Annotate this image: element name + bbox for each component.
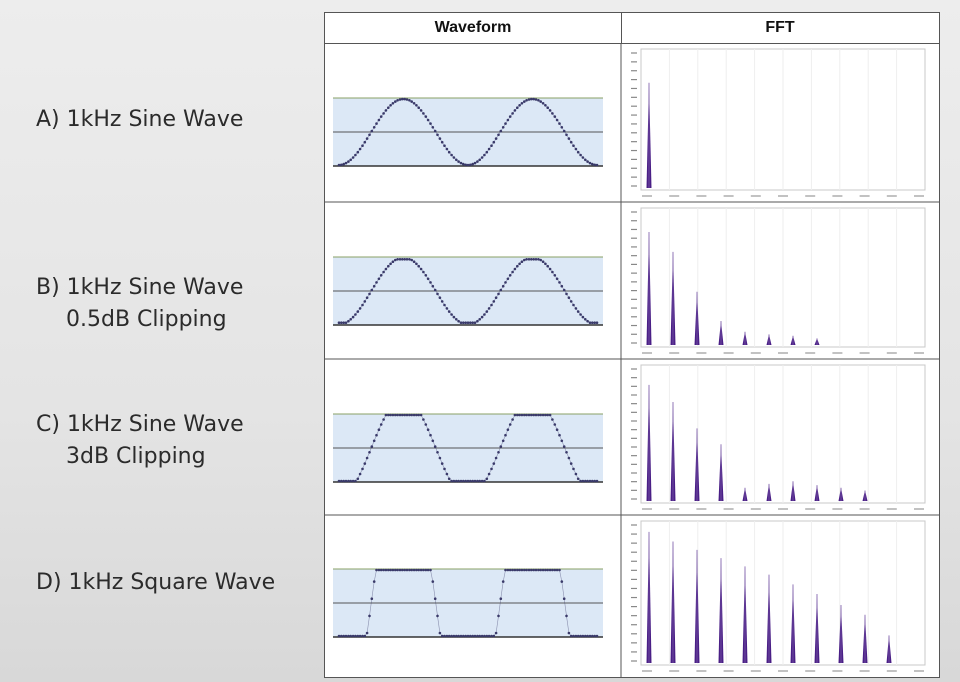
table-grid	[325, 43, 939, 677]
row-c-title: C) 1kHz Sine Wave	[36, 412, 244, 437]
row-c-subtitle: 3dB Clipping	[66, 444, 206, 469]
waveform-sample-dot	[595, 634, 599, 638]
row-label-b: B) 1kHz Sine Wave 0.5dB Clipping	[36, 272, 243, 336]
row-b-subtitle: 0.5dB Clipping	[66, 307, 227, 332]
waveform-trace	[338, 98, 598, 166]
fft-header: FFT	[621, 13, 939, 44]
row-label-c: C) 1kHz Sine Wave 3dB Clipping	[36, 409, 244, 473]
waveform-header: Waveform	[325, 13, 622, 44]
row-label-a: A) 1kHz Sine Wave	[36, 104, 243, 136]
row-d-title: D) 1kHz Square Wave	[36, 570, 276, 595]
row-b-title: B) 1kHz Sine Wave	[36, 275, 244, 300]
row-label-d: D) 1kHz Square Wave	[36, 567, 275, 599]
waveform-sample-dot	[595, 163, 599, 167]
waveform-trace	[339, 569, 597, 637]
waveform-sample-dot	[595, 479, 599, 483]
waveform-trace	[339, 259, 597, 323]
waveform-trace	[339, 414, 597, 482]
row-a-title: A) 1kHz Sine Wave	[36, 107, 244, 132]
comparison-table: Waveform FFT	[324, 12, 940, 678]
waveform-sample-dot	[595, 321, 599, 325]
